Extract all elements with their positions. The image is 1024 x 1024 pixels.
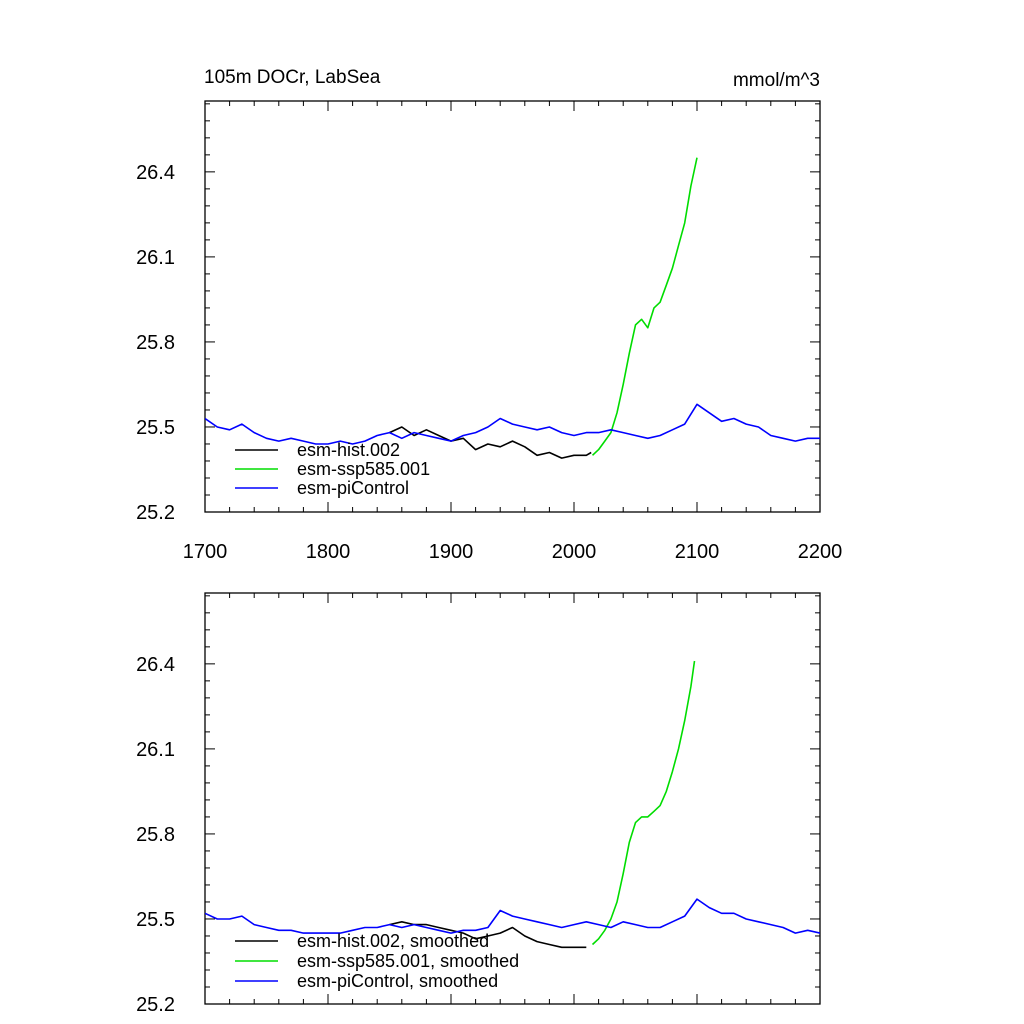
plot-frame (204, 100, 821, 513)
series-line-2 (205, 898, 820, 934)
series-line-0 (389, 426, 592, 459)
bottom-plot-axes: 25.2 25.5 25.8 26.1 26.4 (136, 592, 821, 1016)
plot-frame (204, 592, 821, 1005)
bottom-plot: 25.2 25.5 25.8 26.1 26.4 esm-hist.002, smoot… (136, 592, 821, 1016)
bottom-plot-lines (205, 660, 820, 949)
legend-label-0: esm-hist.002 (297, 440, 400, 460)
legend-label-1: esm-ssp585.001, smoothed (297, 951, 519, 971)
y-tick-label: 25.8 (136, 332, 175, 354)
series-line-1 (591, 660, 696, 946)
chart-title: 105m DOCr, LabSea (204, 67, 381, 88)
legend-label-2: esm-piControl, smoothed (297, 971, 498, 991)
series-line-0 (389, 921, 587, 949)
y-tick-label: 26.4 (136, 654, 175, 676)
y-tick-label: 25.8 (136, 824, 175, 846)
series-line-2 (205, 403, 820, 445)
legend-label-2: esm-piControl (297, 478, 409, 498)
series-line-1 (591, 157, 698, 456)
y-tick-label: 25.5 (136, 417, 175, 439)
x-tick-label: 1900 (429, 541, 474, 563)
units-label: mmol/m^3 (733, 70, 820, 91)
top-plot-lines (205, 157, 820, 459)
x-tick-label: 2000 (552, 541, 597, 563)
x-tick-label: 2100 (675, 541, 720, 563)
top-plot: 105m DOCr, LabSea mmol/m^3 1700 1800 1900 2… (136, 67, 842, 563)
y-tick-label: 25.2 (136, 994, 175, 1016)
y-tick-label: 25.5 (136, 909, 175, 931)
y-tick-label: 26.4 (136, 162, 175, 184)
y-tick-label: 25.2 (136, 502, 175, 524)
legend-label-0: esm-hist.002, smoothed (297, 931, 489, 951)
legend-label-1: esm-ssp585.001 (297, 459, 430, 479)
x-tick-label: 1700 (183, 541, 228, 563)
x-tick-label: 1800 (306, 541, 351, 563)
x-tick-label: 2200 (798, 541, 843, 563)
top-plot-axes: 1700 1800 1900 2000 2100 2200 25.2 25.5 25.8 26.1… (136, 100, 843, 563)
y-tick-label: 26.1 (136, 247, 175, 269)
y-tick-label: 26.1 (136, 739, 175, 761)
